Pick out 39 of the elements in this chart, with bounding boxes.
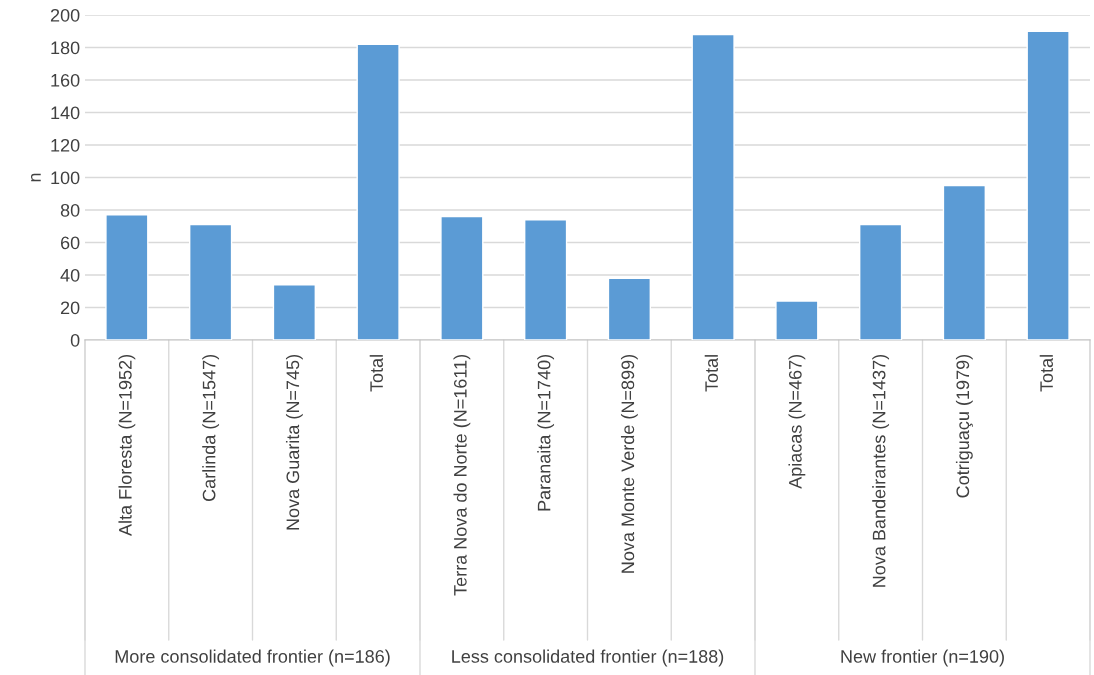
x-tick-label: Paranaita (N=1740) [537,355,555,511]
bar [942,184,987,340]
x-tick-label: Apiacas (N=467) [788,355,806,489]
y-tick-label: 20 [60,301,80,315]
x-tick-label: Alta Floresta (N=1952) [118,355,136,536]
bar [607,277,652,340]
bar [775,300,819,340]
y-tick-label: 60 [60,236,80,250]
x-tick-label: Nova Monte Verde (N=899) [620,355,638,573]
x-tick-label: Total [369,355,383,392]
x-tick-label: Carlinda (N=1547) [202,355,220,501]
x-tick-label: Nova Bandeirantes (N=1437) [872,355,890,587]
y-tick-label: 200 [50,8,80,22]
bar [105,214,149,340]
y-tick-label: 100 [51,171,80,185]
bar [356,43,400,340]
bar [1026,30,1070,340]
bar [272,284,317,340]
bar [691,33,735,340]
x-tick-label: Total [704,355,718,392]
x-tick-label: Nova Guarita (N=745) [285,355,303,530]
y-tick-label: 160 [51,73,80,87]
y-tick-label: 140 [51,106,80,120]
bar [188,223,233,340]
y-axis-title: n [31,173,41,182]
y-tick-label: 0 [70,333,80,347]
y-tick-label: 180 [51,41,80,55]
text: More consolidated frontier (n=186) [115,649,390,667]
y-tick-label: 120 [51,138,80,152]
y-tick-label: 40 [60,268,80,282]
text: Less consolidated frontier (n=188) [452,649,724,667]
text: New frontier (n=190) [841,649,1004,667]
x-tick-label: Total [1039,355,1053,392]
bar [523,219,568,340]
y-tick-label: 80 [60,203,80,217]
x-tick-label: Terra Nova do Norte (N=1611) [453,354,471,596]
x-tick-label: Cotriguaçu (1979) [955,355,973,498]
bar [440,215,484,340]
bar [858,223,903,340]
